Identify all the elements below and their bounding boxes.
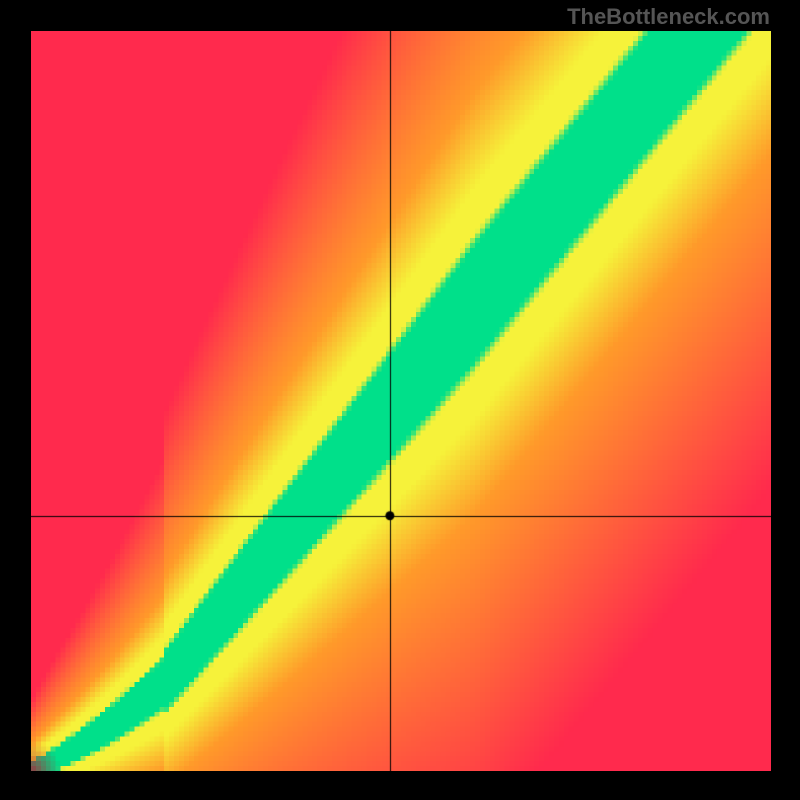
watermark-text: TheBottleneck.com (567, 4, 770, 30)
bottleneck-heatmap (31, 31, 771, 771)
chart-container: TheBottleneck.com (0, 0, 800, 800)
